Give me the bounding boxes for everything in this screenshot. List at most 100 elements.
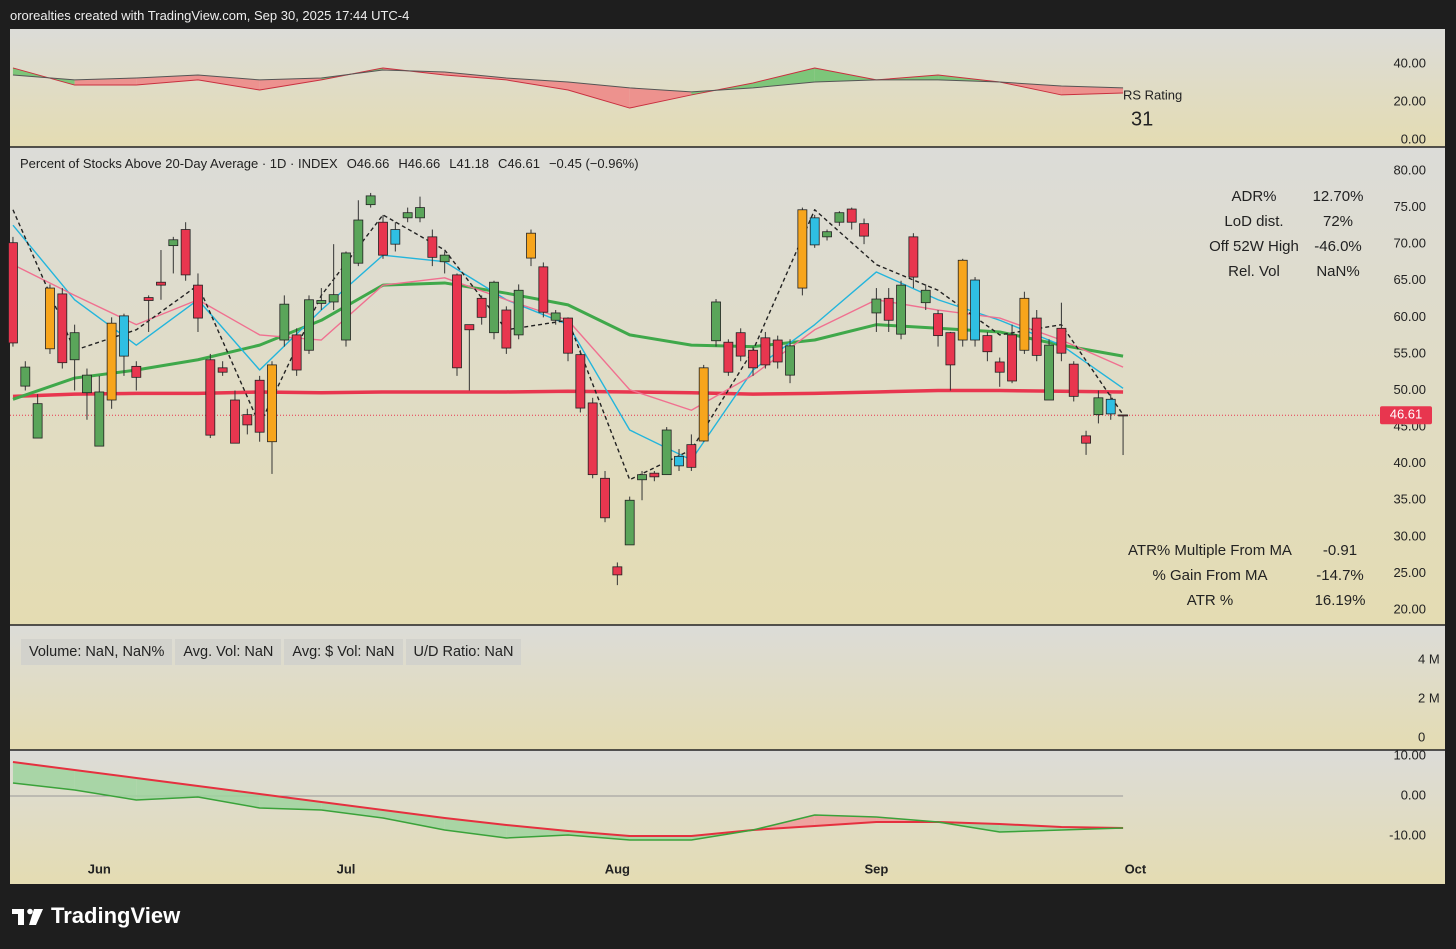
candle-body: [57, 293, 68, 364]
candle-body: [341, 252, 351, 341]
y-tick-label: 0.00: [1401, 787, 1426, 802]
y-tick-label: 2 M: [1418, 691, 1440, 706]
band-fill: [506, 825, 569, 838]
candle-body: [131, 365, 142, 378]
candle-body: [933, 313, 943, 337]
volume-info: Volume: NaN, NaN% Avg. Vol: NaN Avg: $ Vol…: [21, 639, 522, 665]
candle-body: [797, 209, 808, 289]
candle-body: [119, 315, 129, 357]
y-tick-label: 40.00: [1393, 455, 1426, 470]
rs-rating: 31: [1131, 108, 1153, 130]
band-fill: [136, 778, 198, 800]
candle-body: [661, 429, 672, 476]
candle-body: [1044, 344, 1054, 401]
candle-body: [501, 309, 512, 349]
y-tick-label: 70.00: [1393, 236, 1426, 251]
candle-body: [304, 299, 314, 351]
candle-body: [415, 207, 425, 219]
line: [12, 388, 1124, 399]
y-tick-label: 20.00: [1393, 93, 1426, 108]
x-tick-label: Oct: [1125, 861, 1147, 876]
band-fill: [259, 794, 322, 810]
line: [12, 69, 1124, 93]
volume-info-item: Avg. Vol: NaN: [175, 639, 282, 665]
candle-body: [920, 289, 931, 304]
candle-body: [1081, 435, 1091, 444]
stat-label: Rel. Vol: [1228, 263, 1280, 280]
y-tick-label: 65.00: [1393, 272, 1426, 287]
y-tick-label: 40.00: [1393, 55, 1426, 70]
candle-body: [476, 297, 487, 318]
band-fill: [382, 810, 445, 830]
candle-body: [1007, 334, 1017, 382]
y-tick-label: 30.00: [1393, 528, 1426, 543]
y-tick-label: 4 M: [1418, 651, 1440, 666]
volume-info-item: Volume: NaN, NaN%: [21, 639, 173, 665]
candle-body: [390, 229, 401, 245]
candle-body: [698, 367, 709, 442]
band-fill: [444, 818, 507, 838]
candle-body: [427, 236, 438, 258]
candle-body: [168, 239, 179, 247]
candle-body: [143, 297, 154, 301]
candle-body: [822, 231, 832, 238]
candle-body: [982, 335, 993, 353]
y-tick-label: 55.00: [1393, 345, 1426, 360]
band-fill: [1061, 86, 1124, 95]
band-fill: [814, 815, 877, 826]
candle-body: [328, 294, 339, 303]
candle-body: [193, 284, 203, 319]
stat-label: ATR% Multiple From MA: [1128, 542, 1292, 559]
y-tick-label: 60.00: [1393, 309, 1426, 324]
candle-body: [624, 499, 635, 546]
candle-body: [908, 236, 919, 278]
candle-body: [217, 367, 228, 373]
oscillator-panel: [10, 750, 1445, 884]
stat-value: -46.0%: [1314, 238, 1362, 255]
candle-body: [267, 364, 277, 443]
y-tick-label: -10.00: [1389, 827, 1426, 842]
stat-value: NaN%: [1316, 263, 1359, 280]
candle-body: [205, 359, 216, 436]
candle-body: [378, 221, 388, 256]
candle-body: [834, 212, 845, 223]
volume-info-item: U/D Ratio: NaN: [405, 639, 522, 665]
rs-label: RS Rating: [1123, 87, 1182, 102]
candle-body: [94, 391, 105, 447]
y-tick-label: 35.00: [1393, 492, 1426, 507]
candle-body: [1068, 363, 1079, 397]
band-fill: [814, 67, 877, 83]
candle-body: [945, 332, 956, 366]
candle-body: [563, 317, 573, 354]
price-label-bg: [1380, 406, 1432, 425]
candle-body: [69, 332, 80, 361]
candle-body: [156, 281, 166, 286]
y-tick-label: 50.00: [1393, 382, 1426, 397]
candle-body: [1093, 397, 1104, 416]
candle-body: [82, 374, 92, 394]
candle-body: [686, 444, 697, 468]
candle-body: [242, 414, 253, 426]
candle-body: [20, 366, 31, 387]
candle-body: [612, 566, 623, 576]
candle-body: [1118, 414, 1128, 417]
x-tick-label: Jun: [88, 861, 111, 876]
y-tick-label: 10.00: [1393, 747, 1426, 762]
y-tick-label: 25.00: [1393, 565, 1426, 580]
candle-body: [1056, 327, 1067, 354]
candle-body: [365, 195, 376, 206]
candle-body: [439, 254, 450, 263]
legend-value: H46.66: [398, 156, 441, 171]
band-fill: [197, 786, 260, 808]
logo-icon: [18, 909, 24, 925]
attribution: ororealties created with TradingView.com…: [10, 8, 410, 23]
candle-body: [748, 349, 758, 369]
line: [12, 782, 1124, 841]
candle-body: [772, 339, 783, 363]
stat-label: ATR %: [1187, 592, 1233, 609]
band-fill: [753, 67, 815, 88]
legend-title: Percent of Stocks Above 20-Day Average ·…: [20, 156, 338, 171]
logo-icon: [27, 908, 33, 915]
